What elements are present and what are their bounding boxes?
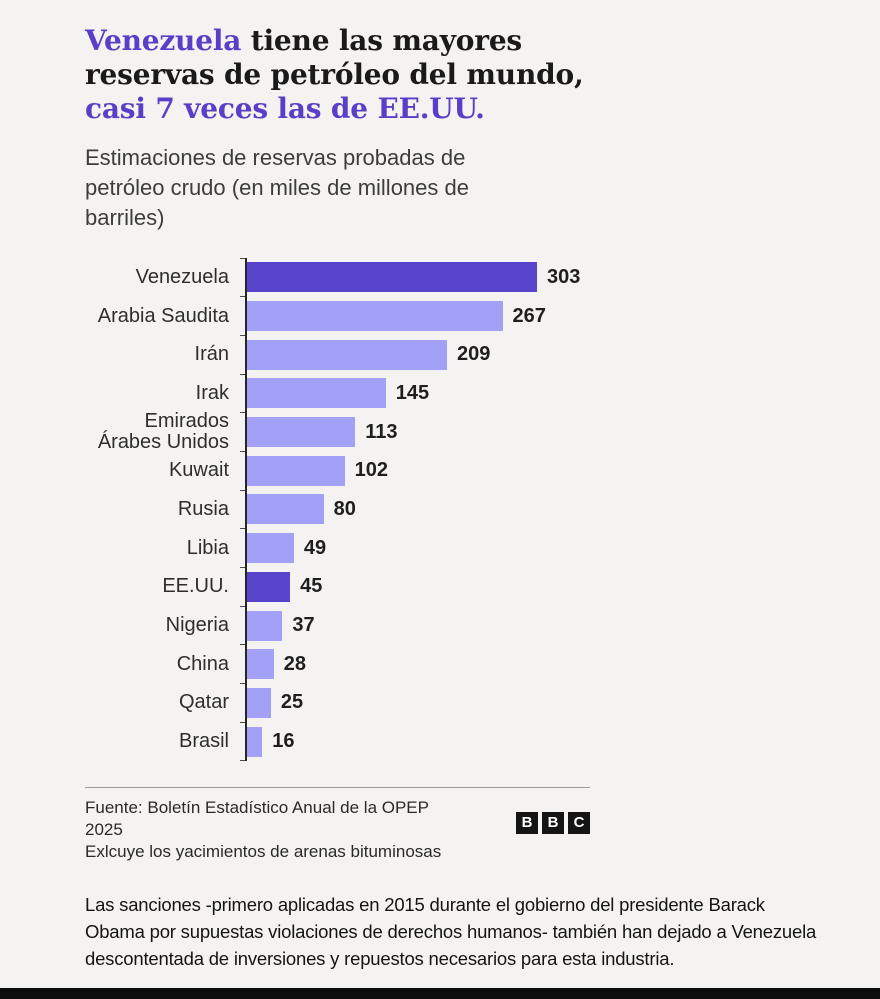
- chart-row: Venezuela 303: [85, 257, 705, 297]
- bar: [247, 378, 386, 409]
- bar-area: 102: [245, 451, 705, 491]
- axis-tick: [240, 257, 245, 259]
- source-note: Exlcuye los yacimientos de arenas bitumi…: [85, 841, 442, 861]
- bar: [247, 417, 356, 448]
- page: Venezuela tiene las mayores reservas de …: [85, 24, 880, 969]
- axis-tick: [240, 721, 245, 723]
- bar-label: Rusia: [177, 497, 229, 520]
- axis-tick: [240, 334, 245, 336]
- chart-row: Libia 49: [85, 528, 705, 568]
- bar-area: 113: [245, 412, 705, 452]
- bar-value: 145: [395, 381, 430, 404]
- axis-tick: [240, 489, 245, 491]
- bar-value: 16: [272, 730, 295, 753]
- article-caption: Las sanciones -primero aplicadas en 2015…: [85, 893, 817, 969]
- bar-area: 28: [245, 644, 705, 684]
- bar: [247, 262, 537, 293]
- bar-value: 49: [303, 536, 327, 559]
- bar-label: Nigeria: [165, 614, 229, 637]
- title-line-1: Venezuela tiene las mayores: [85, 24, 880, 58]
- chart-row: China 28: [85, 644, 705, 684]
- bbc-logo-letter: B: [516, 811, 538, 834]
- bar-value: 303: [547, 265, 581, 288]
- bar-value: 80: [333, 497, 356, 520]
- bar: [247, 610, 283, 641]
- bar: [247, 726, 263, 757]
- bar-label: Kuwait: [168, 459, 229, 482]
- bar-area: 267: [245, 296, 705, 336]
- chart-row: Arabia Saudita 267: [85, 296, 705, 336]
- chart-row: Irán 209: [85, 334, 705, 375]
- bottom-black-bar: [0, 988, 880, 999]
- bar-area: 37: [245, 606, 705, 645]
- axis-tick: [240, 412, 245, 414]
- title-line-1-rest: tiene las mayores: [241, 24, 522, 57]
- title-line-2: reservas de petróleo del mundo,: [85, 58, 584, 91]
- bar: [247, 339, 447, 370]
- bar-label: Venezuela: [135, 265, 229, 288]
- bbc-logo-letter: C: [568, 811, 590, 834]
- axis-tick: [240, 605, 245, 607]
- bar-label: Arabia Saudita: [97, 304, 229, 327]
- bar: [247, 649, 274, 680]
- bar-area: 16: [245, 722, 705, 761]
- bar-area: 145: [245, 374, 705, 413]
- bar: [247, 687, 271, 718]
- bar-area: 45: [245, 567, 705, 607]
- bar-value: 37: [292, 614, 315, 637]
- bbc-logo: B B C: [516, 811, 590, 834]
- bar-chart: Venezuela 303 Arabia Saudita 267 Irán 209 Irak…: [85, 257, 705, 762]
- bar-label: Irán: [194, 343, 229, 366]
- chart-footer: Fuente: Boletín Estadístico Anual de la …: [85, 797, 590, 863]
- bar-value: 113: [365, 420, 398, 443]
- bar-area: 25: [245, 683, 705, 723]
- bar-value: 45: [300, 575, 323, 598]
- bar-area: 209: [245, 335, 705, 375]
- bar-label: Brasil: [178, 730, 229, 753]
- axis-tick: [240, 683, 245, 685]
- bar-label: Irak: [195, 381, 229, 404]
- title-accent-venezuela: Venezuela: [85, 24, 242, 57]
- chart-row: Brasil 16: [85, 721, 705, 762]
- bar-label: EE.UU.: [162, 575, 229, 598]
- chart-row: Irak 145: [85, 373, 705, 413]
- bar: [247, 494, 324, 525]
- chart-row: Rusia 80: [85, 489, 705, 529]
- chart-row: Emirados Árabes Unidos 113: [85, 410, 705, 454]
- bar-label: Qatar: [178, 691, 229, 714]
- bar-area: 303: [245, 258, 705, 297]
- chart-row: EE.UU. 45: [85, 567, 705, 607]
- axis-tick: [240, 296, 245, 298]
- bar: [247, 455, 345, 486]
- bar: [247, 571, 291, 602]
- chart-row: Kuwait 102: [85, 450, 705, 491]
- chart-row: Nigeria 37: [85, 605, 705, 645]
- page-title: Venezuela tiene las mayores reservas de …: [85, 24, 880, 126]
- axis-tick: [240, 567, 245, 568]
- bar: [247, 301, 503, 332]
- bar-value: 267: [512, 304, 546, 327]
- bar-area: 80: [245, 490, 705, 529]
- bar-label: China: [176, 652, 229, 675]
- axis-tick: [240, 644, 245, 646]
- chart-row: Qatar 25: [85, 683, 705, 723]
- bar-value: 25: [280, 691, 304, 714]
- bar-label: Libia: [186, 536, 229, 559]
- bar-value: 28: [283, 652, 307, 675]
- bar-area: 49: [245, 528, 705, 568]
- bar-value: 209: [457, 343, 491, 366]
- bar: [247, 533, 294, 564]
- axis-tick: [240, 373, 245, 375]
- bbc-logo-letter: B: [542, 811, 564, 834]
- axis-tick: [240, 528, 245, 530]
- chart-subtitle: Estimaciones de reservas probadas de pet…: [85, 145, 469, 230]
- title-line-3-accent: casi 7 veces las de EE.UU.: [85, 92, 485, 125]
- axis-tick: [240, 760, 245, 762]
- source-block: Fuente: Boletín Estadístico Anual de la …: [85, 797, 470, 863]
- footer-divider: [85, 786, 590, 788]
- source-text: Fuente: Boletín Estadístico Anual de la …: [85, 797, 429, 839]
- bar-value: 102: [354, 459, 388, 482]
- axis-tick: [240, 450, 245, 452]
- bar-label: Emirados Árabes Unidos: [97, 410, 229, 454]
